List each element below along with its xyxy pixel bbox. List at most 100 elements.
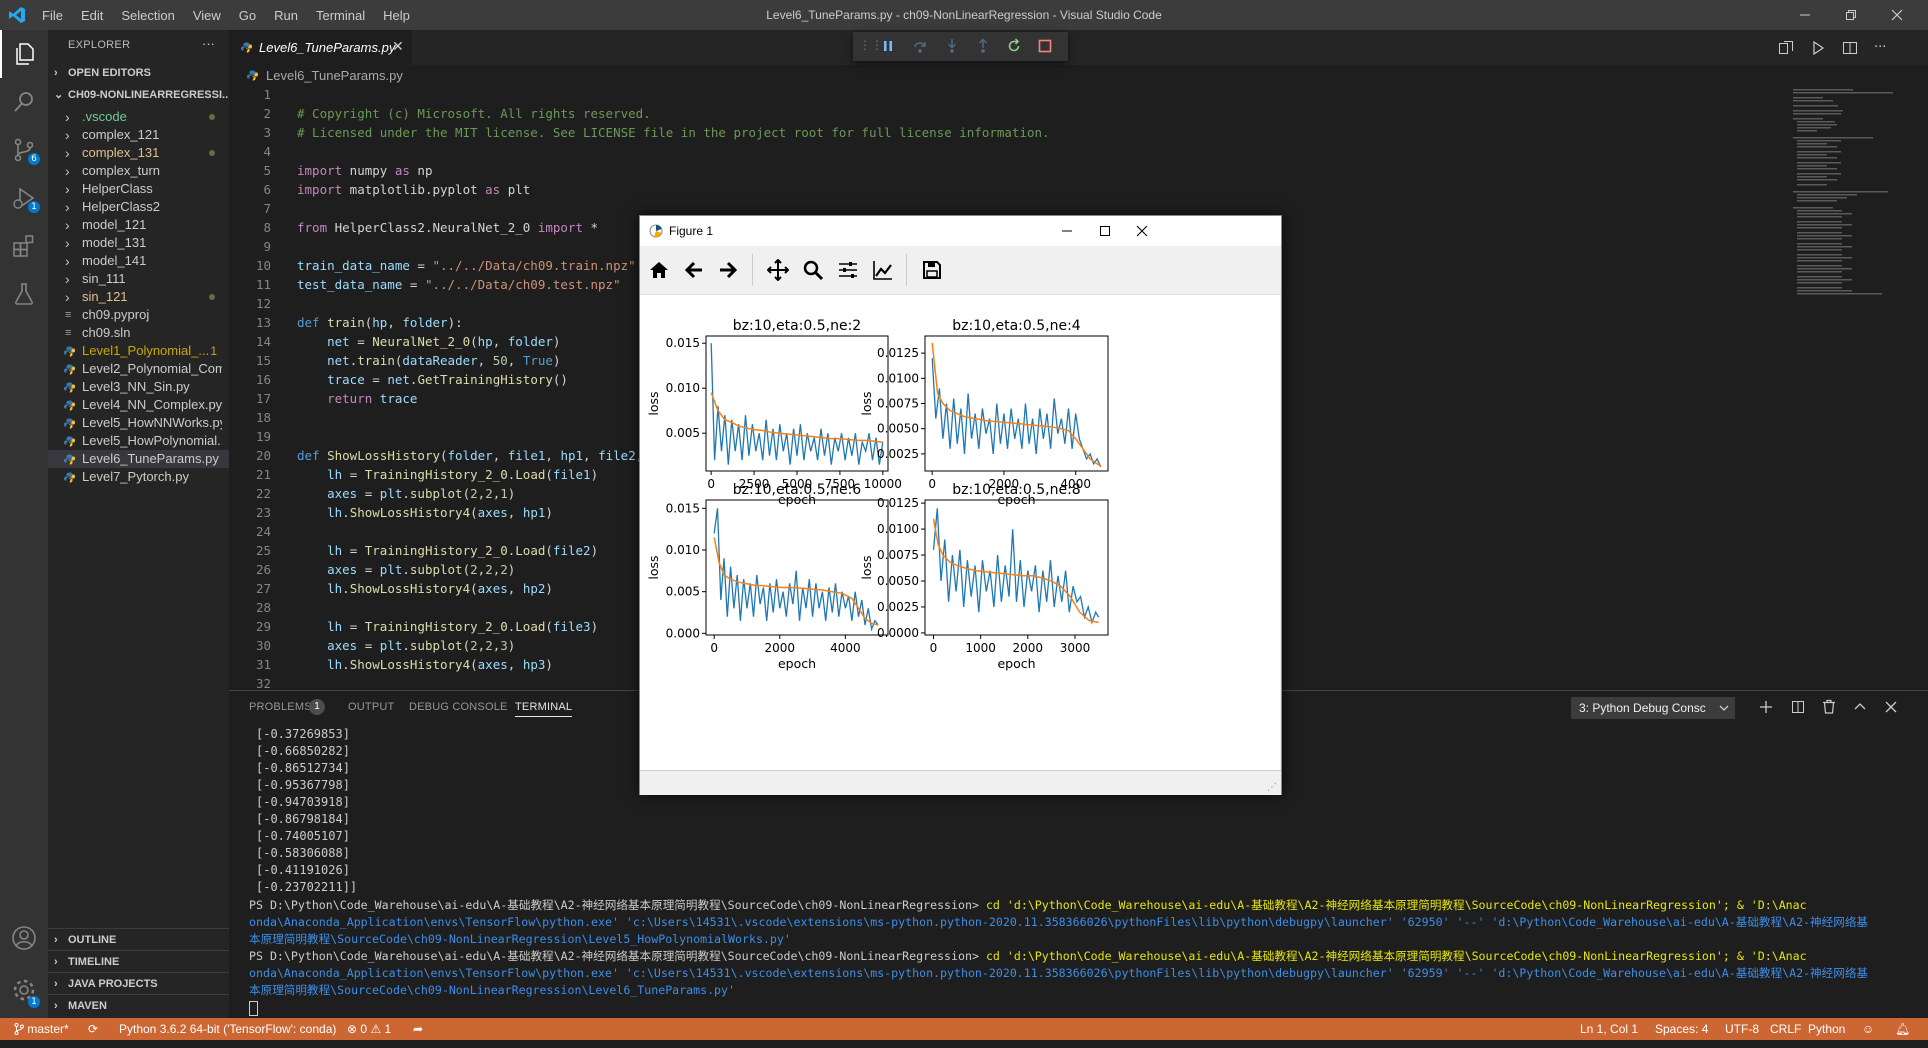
tree-item[interactable]: › model_141 bbox=[48, 252, 229, 270]
menu-go[interactable]: Go bbox=[238, 7, 257, 23]
search-button[interactable] bbox=[0, 78, 48, 126]
step-out-icon[interactable] bbox=[975, 38, 991, 54]
cursor-position[interactable]: Ln 1, Col 1 bbox=[1580, 1022, 1639, 1036]
menu-terminal[interactable]: Terminal bbox=[316, 7, 366, 23]
split-editor-icon[interactable] bbox=[1842, 40, 1858, 56]
x-tick-label: 0 bbox=[707, 477, 715, 491]
minimize-button[interactable] bbox=[1782, 0, 1828, 30]
zoom-button[interactable] bbox=[797, 254, 829, 286]
tree-item[interactable]: Level4_NN_Complex.py bbox=[48, 396, 229, 414]
problems-status[interactable]: ⊗ 0 ⚠ 1 bbox=[347, 1022, 392, 1036]
restart-icon[interactable] bbox=[1006, 38, 1022, 54]
breadcrumb-file[interactable]: Level6_TuneParams.py bbox=[266, 68, 403, 83]
pan-button[interactable] bbox=[762, 254, 794, 286]
tree-item[interactable]: Level2_Polynomial_Com... bbox=[48, 360, 229, 378]
pause-icon[interactable] bbox=[880, 38, 896, 54]
menu-run[interactable]: Run bbox=[274, 7, 298, 23]
tab-debug-console[interactable]: DEBUG CONSOLE bbox=[409, 701, 508, 713]
run-debug-button[interactable]: 1 bbox=[0, 174, 48, 222]
save-figure-button[interactable] bbox=[916, 254, 948, 286]
outline-section[interactable]: › OUTLINE bbox=[48, 928, 229, 951]
live-share-icon[interactable]: ➦ bbox=[413, 1022, 424, 1036]
tree-item[interactable]: Level3_NN_Sin.py bbox=[48, 378, 229, 396]
close-icon[interactable] bbox=[1136, 225, 1148, 237]
indentation-status[interactable]: Spaces: 4 bbox=[1655, 1022, 1709, 1036]
tree-item[interactable]: Level7_Pytorch.py bbox=[48, 468, 229, 486]
interpreter-status[interactable]: Python 3.6.2 64-bit ('TensorFlow': conda… bbox=[119, 1022, 337, 1036]
menu-view[interactable]: View bbox=[192, 7, 221, 23]
more-icon[interactable]: ··· bbox=[1874, 40, 1887, 55]
manage-button[interactable]: 1 bbox=[0, 966, 48, 1014]
trash-icon[interactable] bbox=[1822, 699, 1836, 714]
testing-button[interactable] bbox=[0, 270, 48, 318]
step-into-icon[interactable] bbox=[944, 38, 960, 54]
tree-item[interactable]: › .vscode bbox=[48, 108, 229, 126]
timeline-section[interactable]: › TIMELINE bbox=[48, 950, 229, 973]
open-editors-section[interactable]: › OPEN EDITORS bbox=[48, 62, 229, 84]
sync-icon[interactable]: ⟳ bbox=[88, 1022, 99, 1036]
tree-item[interactable]: › sin_111 bbox=[48, 270, 229, 288]
tree-item[interactable]: › complex_turn bbox=[48, 162, 229, 180]
home-button[interactable] bbox=[643, 254, 675, 286]
tree-item[interactable]: Level1_Polynomial_... 1 bbox=[48, 342, 229, 360]
terminal-output[interactable]: [-0.37269853] [-0.66850282] [-0.86512734… bbox=[229, 727, 1928, 1017]
stop-icon[interactable] bbox=[1037, 38, 1053, 54]
back-button[interactable] bbox=[678, 254, 710, 286]
minimize-icon[interactable] bbox=[1061, 225, 1073, 237]
language-status[interactable]: Python bbox=[1808, 1022, 1846, 1036]
menu-file[interactable]: File bbox=[42, 7, 63, 23]
tree-item[interactable]: Level5_HowNNWorks.py bbox=[48, 414, 229, 432]
drag-handle-icon[interactable]: ⋮⋮ bbox=[859, 38, 883, 52]
explorer-button[interactable] bbox=[0, 30, 50, 78]
split-terminal-icon[interactable] bbox=[1791, 700, 1805, 714]
tab-level6-tuneparams[interactable]: Level6_TuneParams.py ✕ bbox=[229, 30, 412, 65]
minimap[interactable] bbox=[1787, 87, 1907, 337]
menu-help[interactable]: Help bbox=[383, 7, 410, 23]
configure-subplots-button[interactable] bbox=[832, 254, 864, 286]
menu-selection[interactable]: Selection bbox=[121, 7, 175, 23]
compare-icon[interactable] bbox=[1778, 40, 1794, 56]
close-panel-icon[interactable] bbox=[1884, 700, 1898, 714]
restore-button[interactable] bbox=[1828, 0, 1874, 30]
figure-title-bar[interactable]: Figure 1 bbox=[640, 216, 1281, 246]
tree-item[interactable]: ≡ ch09.sln bbox=[48, 324, 229, 342]
tree-item[interactable]: ≡ ch09.pyproj bbox=[48, 306, 229, 324]
source-control-button[interactable]: 6 bbox=[0, 126, 48, 174]
tree-item[interactable]: › complex_121 bbox=[48, 126, 229, 144]
tab-problems[interactable]: PROBLEMS bbox=[249, 701, 312, 713]
eol-status[interactable]: CRLF bbox=[1770, 1022, 1802, 1036]
tree-item[interactable]: › complex_131 bbox=[48, 144, 229, 162]
maximize-panel-icon[interactable] bbox=[1853, 700, 1867, 714]
resize-grip-icon[interactable]: ⋰ bbox=[1267, 782, 1277, 793]
java-projects-section[interactable]: › JAVA PROJECTS bbox=[48, 972, 229, 995]
tab-terminal[interactable]: TERMINAL bbox=[515, 701, 573, 717]
menu-edit[interactable]: Edit bbox=[80, 7, 104, 23]
account-button[interactable] bbox=[0, 914, 48, 962]
maximize-icon[interactable] bbox=[1099, 225, 1111, 237]
maven-section[interactable]: › MAVEN bbox=[48, 994, 229, 1017]
more-actions-icon[interactable]: ··· bbox=[202, 36, 215, 51]
tab-output[interactable]: OUTPUT bbox=[348, 701, 395, 713]
terminal-select[interactable]: 3: Python Debug Consc bbox=[1571, 697, 1735, 719]
encoding-status[interactable]: UTF-8 bbox=[1725, 1022, 1759, 1036]
tree-item[interactable]: › HelperClass bbox=[48, 180, 229, 198]
run-file-icon[interactable] bbox=[1810, 40, 1826, 56]
figure-canvas[interactable]: 0 2500 5000 7500 10000 0.005 0.010 0.015 bz:10,e… bbox=[640, 295, 1280, 770]
close-tab-icon[interactable]: ✕ bbox=[392, 38, 404, 54]
folder-section[interactable]: ⌄ CH09-NONLINEARREGRESSI... bbox=[48, 84, 229, 106]
notifications-icon[interactable]: 🔔︎ bbox=[1895, 1022, 1911, 1036]
tree-item[interactable]: › model_121 bbox=[48, 216, 229, 234]
tree-item[interactable]: › HelperClass2 bbox=[48, 198, 229, 216]
tree-item[interactable]: › sin_121 bbox=[48, 288, 229, 306]
branch-status[interactable]: master* bbox=[14, 1018, 69, 1040]
tree-item[interactable]: › model_131 bbox=[48, 234, 229, 252]
close-window-button[interactable] bbox=[1874, 0, 1920, 30]
extensions-button[interactable] bbox=[0, 222, 48, 270]
tree-item[interactable]: Level6_TuneParams.py bbox=[48, 450, 229, 468]
tree-item[interactable]: Level5_HowPolynomial... bbox=[48, 432, 229, 450]
feedback-icon[interactable]: ☺ bbox=[1862, 1022, 1875, 1036]
step-over-icon[interactable] bbox=[912, 38, 928, 54]
new-terminal-icon[interactable] bbox=[1759, 700, 1773, 714]
edit-curves-button[interactable] bbox=[867, 254, 899, 286]
forward-button[interactable] bbox=[712, 254, 744, 286]
